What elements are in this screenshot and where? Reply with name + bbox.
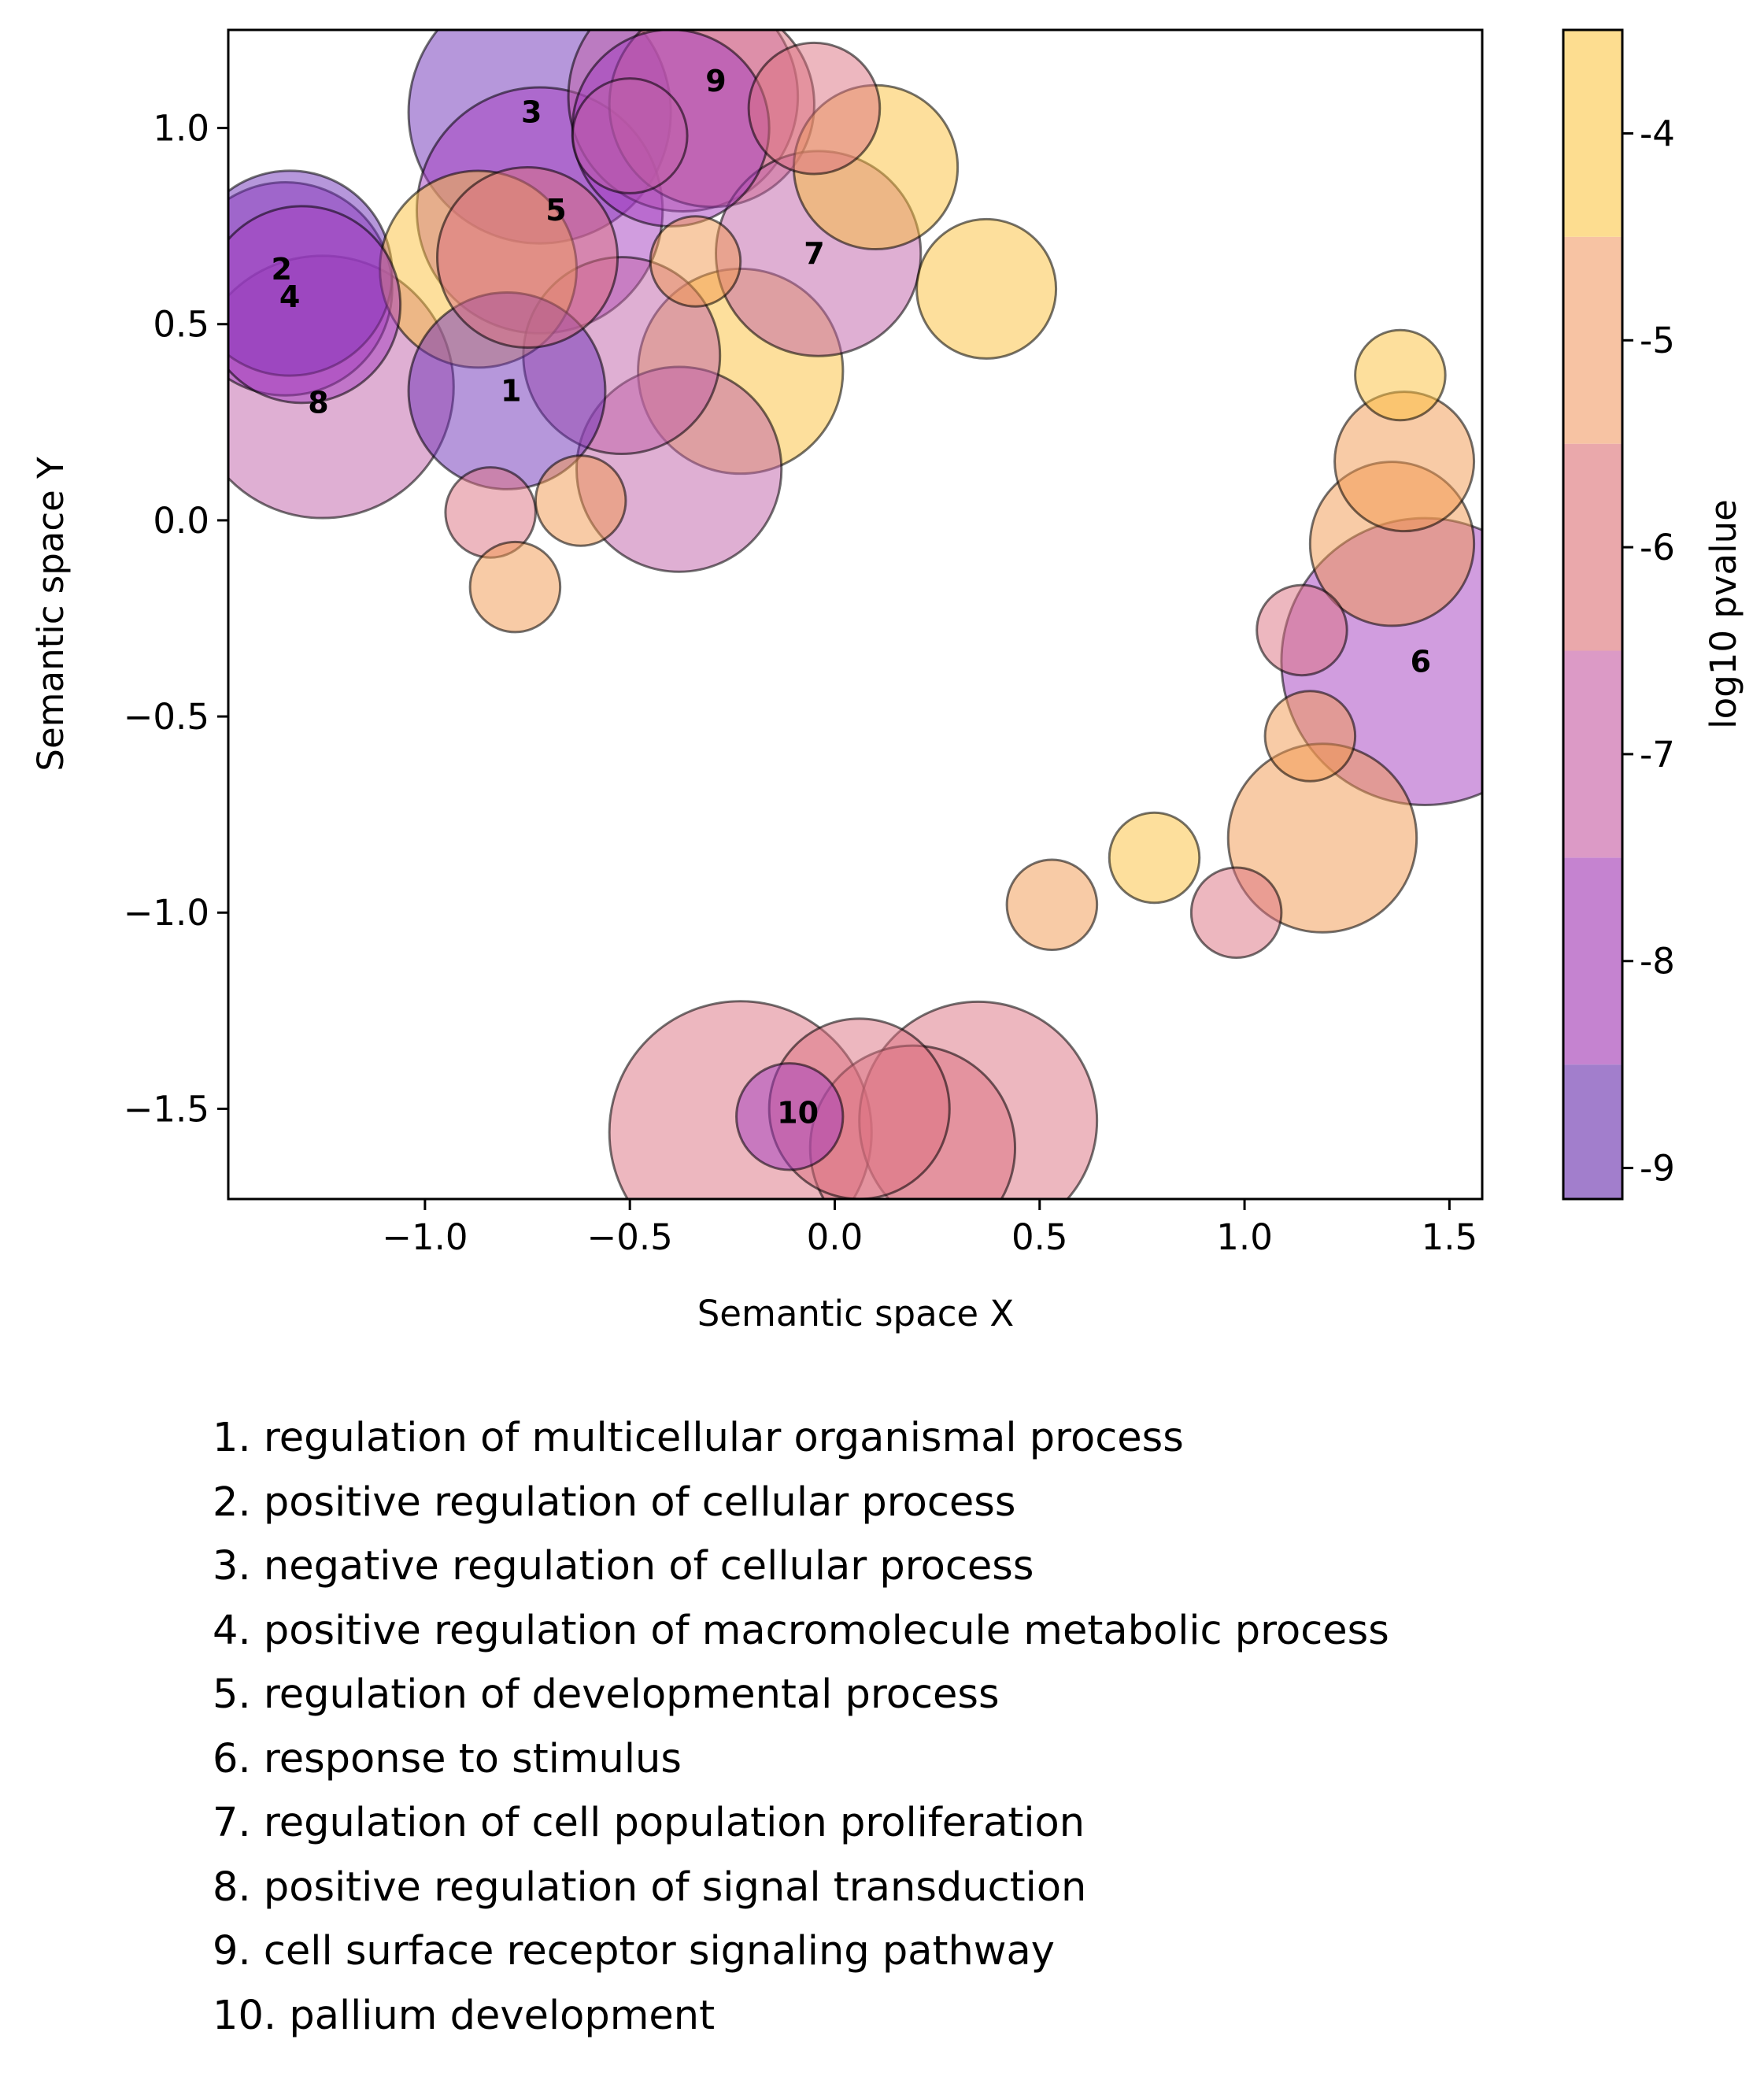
x-tick-label: 1.5	[1422, 1216, 1478, 1258]
x-tick-label: 1.0	[1216, 1216, 1273, 1258]
y-axis-title: Semantic space Y	[30, 457, 72, 772]
y-tick-label: −1.0	[124, 892, 209, 934]
colorbar-band	[1563, 1064, 1622, 1199]
legend-entry: 3. negative regulation of cellular proce…	[213, 1543, 1034, 1590]
legend-entry: 2. positive regulation of cellular proce…	[213, 1479, 1016, 1526]
bubble	[436, 165, 619, 350]
colorbar-tick-label: -5	[1640, 320, 1675, 361]
colorbar-band	[1563, 236, 1622, 444]
x-axis: −1.0 −0.5 0.0 0.5 1.0 1.5	[382, 1199, 1477, 1258]
cluster-labels-layer: 1 2 3 4 5 6 7 8 9 10	[271, 64, 1431, 1131]
colorbar-band	[1563, 443, 1622, 651]
colorbar-title: log10 pvalue	[1703, 499, 1744, 729]
bubble	[1256, 583, 1348, 677]
bubble	[1189, 866, 1283, 959]
colorbar-tick-label: -6	[1640, 527, 1675, 568]
bubble	[468, 540, 562, 634]
colorbar-tick-label: -9	[1640, 1148, 1675, 1190]
y-tick-label: 1.0	[153, 108, 209, 150]
bubble	[571, 77, 689, 194]
bubble	[228, 205, 402, 405]
y-tick-label: 0.5	[153, 304, 209, 346]
x-axis-title: Semantic space X	[697, 1293, 1015, 1334]
colorbar-tick-label: -7	[1640, 734, 1675, 775]
legend-entry: 7. regulation of cell population prolife…	[213, 1800, 1085, 1846]
bubble	[735, 1062, 845, 1171]
cluster-label: 5	[545, 193, 566, 228]
colorbar-band	[1563, 857, 1622, 1065]
legend-entry: 4. positive regulation of macromolecule …	[213, 1607, 1389, 1654]
bubble	[747, 41, 882, 176]
x-tick-label: −0.5	[587, 1216, 673, 1258]
cluster-label: 3	[521, 95, 542, 130]
colorbar-tick-label: -4	[1640, 113, 1675, 154]
legend-entry: 6. response to stimulus	[213, 1735, 682, 1782]
bubble	[915, 217, 1058, 360]
y-axis: 1.0 0.5 0.0 −0.5 −1.0 −1.5	[124, 108, 228, 1130]
bubble	[1108, 811, 1201, 905]
colorbar-tick-label: -8	[1640, 941, 1675, 983]
bubble	[534, 454, 627, 547]
colorbar-band	[1563, 30, 1622, 237]
legend-entry: 9. cell surface receptor signaling pathw…	[213, 1928, 1055, 1975]
cluster-label: 1	[501, 373, 521, 408]
bubble	[1354, 328, 1447, 422]
x-tick-label: 0.5	[1011, 1216, 1068, 1258]
y-tick-label: 0.0	[153, 500, 209, 542]
bubbles-layer	[228, 30, 1482, 1199]
cluster-label: 2	[271, 252, 291, 287]
legend-entry: 8. positive regulation of signal transdu…	[213, 1863, 1087, 1911]
cluster-label: 4	[279, 279, 300, 314]
y-tick-label: −0.5	[124, 696, 209, 738]
colorbar-frame	[1562, 28, 1624, 1201]
colorbar	[1563, 30, 1622, 1199]
colorbar-ticks: -4 -5 -6 -7 -8 -9	[1622, 113, 1675, 1190]
cluster-label: 10	[777, 1095, 819, 1130]
x-tick-label: 0.0	[807, 1216, 864, 1258]
go-bubble-chart: 1 2 3 4 5 6 7 8 9 10 −1.0 −0.5 0.0 0.5 1.0 1.5 1.0 0.5 0…	[30, 28, 1744, 1334]
x-tick-label: −1.0	[382, 1216, 468, 1258]
bubble	[649, 215, 742, 308]
cluster-label: 6	[1411, 644, 1431, 679]
legend-entry: 1. regulation of multicellular organisma…	[213, 1415, 1184, 1461]
term-legend: 1. regulation of multicellular organisma…	[213, 1406, 1389, 2048]
cluster-label: 8	[308, 385, 328, 420]
legend-entry: 5. regulation of developmental process	[213, 1671, 1000, 1718]
cluster-label: 9	[705, 64, 726, 98]
y-tick-label: −1.5	[124, 1088, 209, 1130]
bubble	[1263, 690, 1357, 783]
legend-entry: 10. pallium development	[213, 1992, 716, 2039]
plot-frame	[227, 28, 1484, 1201]
bubble	[1005, 858, 1099, 952]
cluster-label: 7	[804, 236, 824, 271]
colorbar-band	[1563, 650, 1622, 858]
